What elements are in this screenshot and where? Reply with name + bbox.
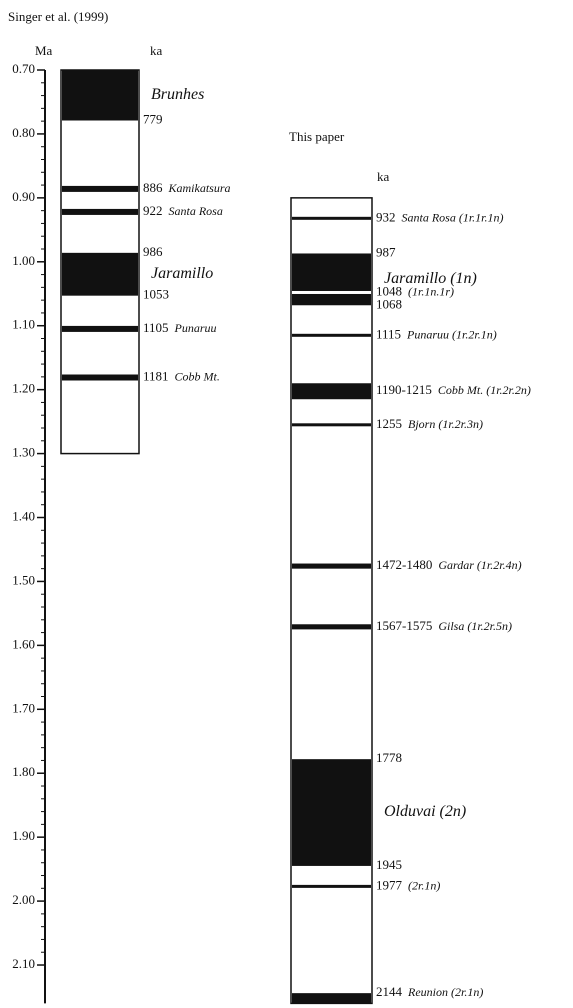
polarity-band bbox=[62, 208, 138, 215]
polarity-band bbox=[292, 333, 371, 337]
age-label-text: 986 bbox=[143, 244, 163, 259]
age-label: 886 Kamikatsura bbox=[143, 180, 231, 195]
event-name: Gardar (1r.2r.4n) bbox=[438, 558, 521, 572]
y-tick-label: 1.50 bbox=[12, 572, 35, 587]
event-name: Gilsa (1r.2r.5n) bbox=[438, 619, 512, 633]
polarity-band bbox=[62, 325, 138, 332]
age-label-text: 779 bbox=[143, 111, 163, 126]
event-name: Bjorn (1r.2r.3n) bbox=[408, 417, 483, 431]
age-label-text: 2144 bbox=[376, 984, 403, 999]
age-label: 1190-1215 Cobb Mt. (1r.2r.2n) bbox=[376, 382, 531, 397]
polarity-band bbox=[292, 253, 371, 306]
event-name: Cobb Mt. (1r.2r.2n) bbox=[438, 383, 531, 397]
event-name: (2r.1n) bbox=[408, 878, 440, 892]
event-name: Jaramillo (1n) bbox=[384, 270, 477, 287]
event-name: Cobb Mt. bbox=[175, 369, 220, 383]
y-tick-label: 0.70 bbox=[12, 61, 35, 76]
y-tick-label: 1.00 bbox=[12, 253, 35, 268]
polarity-band bbox=[292, 383, 371, 400]
unit-label: ka bbox=[150, 43, 163, 58]
event-name: Jaramillo bbox=[151, 265, 213, 282]
event-name: Santa Rosa bbox=[169, 204, 223, 218]
age-label-text: 1472-1480 bbox=[376, 557, 432, 572]
polarity-band bbox=[292, 993, 371, 1004]
y-tick-label: 2.00 bbox=[12, 892, 35, 907]
y-tick-label: 2.10 bbox=[12, 956, 35, 971]
age-label: 1472-1480 Gardar (1r.2r.4n) bbox=[376, 557, 522, 572]
event-name: Punaruu (1r.2r.1n) bbox=[406, 327, 497, 341]
age-label-text: 922 bbox=[143, 203, 163, 218]
age-label-text: 1567-1575 bbox=[376, 618, 432, 633]
age-label: 1977 (2r.1n) bbox=[376, 877, 440, 892]
age-label-text: 932 bbox=[376, 209, 396, 224]
age-label: 1181 Cobb Mt. bbox=[143, 368, 220, 383]
age-label-text: 886 bbox=[143, 180, 163, 195]
age-label: 1115 Punaruu (1r.2r.1n) bbox=[376, 326, 497, 341]
column-title: This paper bbox=[289, 129, 345, 144]
y-tick-label: 1.30 bbox=[12, 445, 35, 460]
polarity-band bbox=[62, 374, 138, 381]
y-tick-label: 0.80 bbox=[12, 125, 35, 140]
column-title: Singer et al. (1999) bbox=[8, 9, 108, 24]
polarity-band bbox=[62, 252, 138, 296]
polarity-band bbox=[292, 884, 371, 888]
age-label: 1567-1575 Gilsa (1r.2r.5n) bbox=[376, 618, 512, 633]
polarity-band bbox=[62, 185, 138, 192]
polarity-band bbox=[292, 563, 371, 569]
event-name: Santa Rosa (1r.1r.1n) bbox=[402, 210, 504, 224]
age-label-text: 1053 bbox=[143, 287, 169, 302]
age-label-text: 987 bbox=[376, 244, 396, 259]
age-label: 1068 bbox=[376, 296, 402, 311]
age-label-text: 1945 bbox=[376, 857, 402, 872]
polarity-band bbox=[292, 290, 371, 294]
age-label-text: 1255 bbox=[376, 416, 402, 431]
age-label: 1778 bbox=[376, 750, 402, 765]
y-tick-label: 1.20 bbox=[12, 381, 35, 396]
age-label: 779 bbox=[143, 111, 163, 126]
age-label-text: 1105 bbox=[143, 320, 169, 335]
polarity-band bbox=[292, 624, 371, 630]
age-label: 932 Santa Rosa (1r.1r.1n) bbox=[376, 209, 504, 224]
event-name: Punaruu bbox=[174, 321, 217, 335]
event-name: Brunhes bbox=[151, 86, 204, 103]
polarity-band bbox=[292, 759, 371, 866]
y-tick-label: 1.10 bbox=[12, 317, 35, 332]
y-tick-label: 0.90 bbox=[12, 189, 35, 204]
age-label-text: 1181 bbox=[143, 368, 169, 383]
age-label-text: 1977 bbox=[376, 877, 403, 892]
age-label: 987 bbox=[376, 244, 396, 259]
column bbox=[290, 197, 373, 1005]
age-label: 1255 Bjorn (1r.2r.3n) bbox=[376, 416, 483, 431]
age-label: 1048 (1r.1n.1r) bbox=[376, 283, 454, 298]
event-name: Olduvai (2n) bbox=[384, 803, 466, 820]
polarity-band bbox=[292, 423, 371, 427]
unit-label: ka bbox=[377, 169, 390, 184]
y-tick-label: 1.70 bbox=[12, 700, 35, 715]
event-name: Reunion (2r.1n) bbox=[407, 985, 483, 999]
polarity-band bbox=[62, 70, 138, 121]
age-label: 986 bbox=[143, 244, 163, 259]
y-tick-label: 1.90 bbox=[12, 828, 35, 843]
age-label-text: 1068 bbox=[376, 296, 402, 311]
age-label-text: 1115 bbox=[376, 326, 401, 341]
axis-title: Ma bbox=[35, 43, 53, 58]
age-label: 922 Santa Rosa bbox=[143, 203, 223, 218]
age-label: 1945 bbox=[376, 857, 402, 872]
event-name: Kamikatsura bbox=[168, 181, 231, 195]
age-label-text: 1190-1215 bbox=[376, 382, 432, 397]
age-label-text: 1048 bbox=[376, 283, 402, 298]
polarity-band bbox=[292, 216, 371, 220]
event-name: (1r.1n.1r) bbox=[408, 284, 454, 298]
age-label-text: 1778 bbox=[376, 750, 402, 765]
age-label: 1105 Punaruu bbox=[143, 320, 217, 335]
y-tick-label: 1.40 bbox=[12, 508, 35, 523]
age-label: 1053 bbox=[143, 287, 169, 302]
age-label: 2144 Reunion (2r.1n) bbox=[376, 984, 483, 999]
y-tick-label: 1.60 bbox=[12, 636, 35, 651]
y-tick-label: 1.80 bbox=[12, 764, 35, 779]
